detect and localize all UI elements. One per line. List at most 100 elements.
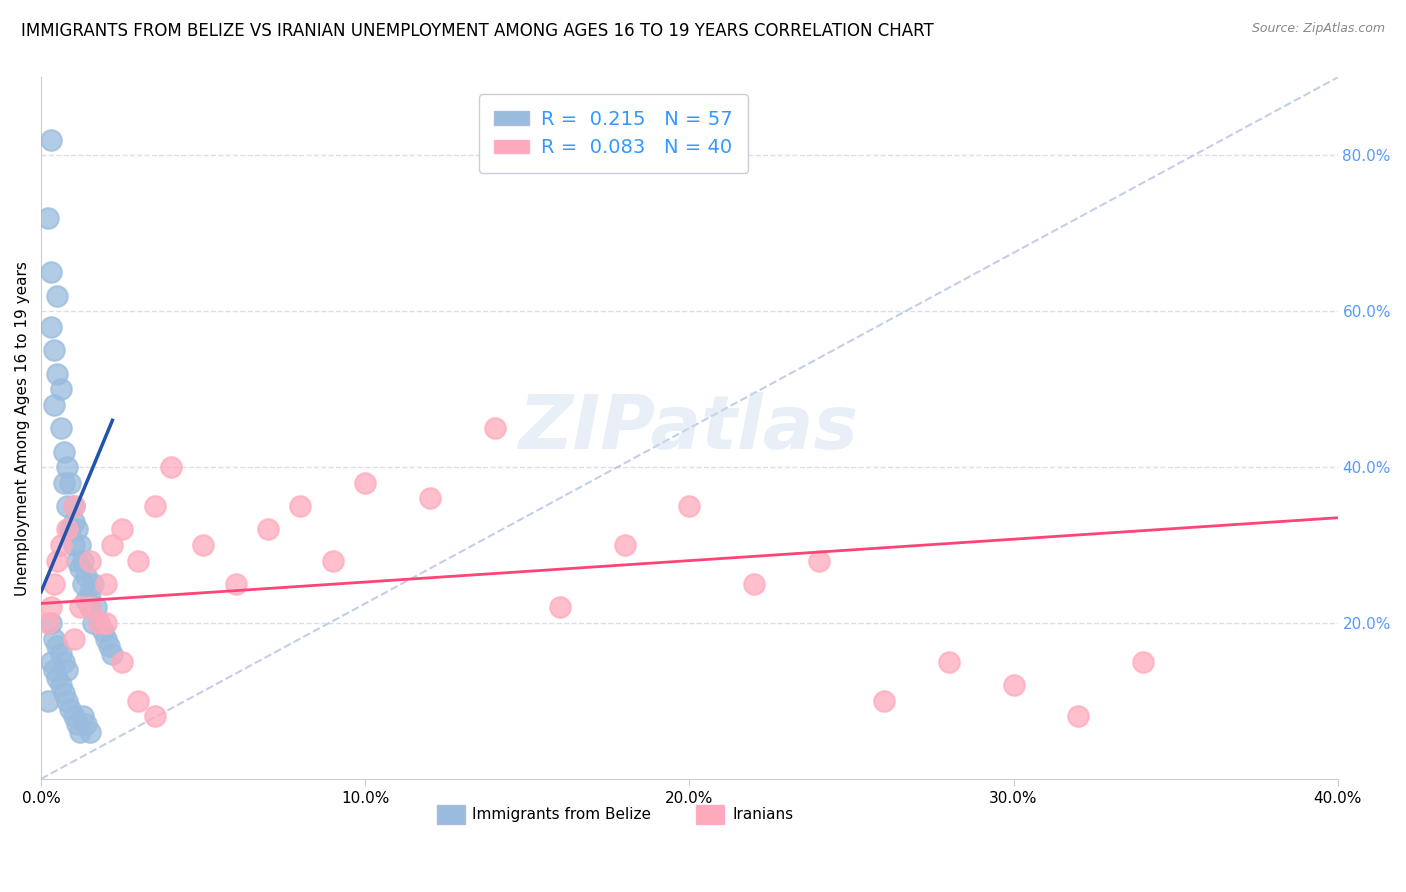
Point xyxy=(39,655,62,669)
Point xyxy=(94,615,117,630)
Point xyxy=(613,538,636,552)
Point xyxy=(79,600,101,615)
Point xyxy=(42,663,65,677)
Point xyxy=(94,577,117,591)
Point xyxy=(49,678,72,692)
Point xyxy=(419,491,441,506)
Text: ZIPatlas: ZIPatlas xyxy=(519,392,859,465)
Point xyxy=(89,615,111,630)
Point xyxy=(56,499,79,513)
Point xyxy=(39,133,62,147)
Point xyxy=(56,460,79,475)
FancyBboxPatch shape xyxy=(696,805,724,824)
Point xyxy=(49,421,72,435)
Point xyxy=(101,538,124,552)
Point xyxy=(46,367,69,381)
Point xyxy=(62,538,84,552)
Text: Iranians: Iranians xyxy=(733,807,793,822)
Point xyxy=(79,554,101,568)
Point xyxy=(49,647,72,661)
Point xyxy=(111,523,134,537)
Point xyxy=(193,538,215,552)
Point xyxy=(69,538,91,552)
Point xyxy=(59,523,82,537)
Point xyxy=(42,632,65,646)
Point xyxy=(46,640,69,654)
Point xyxy=(257,523,280,537)
Point xyxy=(94,632,117,646)
Point xyxy=(46,288,69,302)
Point xyxy=(354,475,377,490)
Text: Source: ZipAtlas.com: Source: ZipAtlas.com xyxy=(1251,22,1385,36)
Point xyxy=(39,319,62,334)
Point xyxy=(69,600,91,615)
Point xyxy=(62,709,84,723)
Point xyxy=(127,694,149,708)
Point xyxy=(62,515,84,529)
Point xyxy=(59,702,82,716)
Point xyxy=(98,640,121,654)
Point xyxy=(1002,678,1025,692)
Point xyxy=(79,725,101,739)
Point xyxy=(37,615,59,630)
Point xyxy=(82,577,104,591)
Point xyxy=(742,577,765,591)
Point xyxy=(127,554,149,568)
Point xyxy=(42,577,65,591)
Point xyxy=(76,592,98,607)
Point xyxy=(1132,655,1154,669)
Point xyxy=(52,444,75,458)
Point xyxy=(678,499,700,513)
Point xyxy=(62,632,84,646)
Point xyxy=(62,499,84,513)
Point xyxy=(42,398,65,412)
Point xyxy=(79,600,101,615)
Point xyxy=(873,694,896,708)
Point xyxy=(52,686,75,700)
Point xyxy=(66,717,89,731)
Point xyxy=(46,554,69,568)
Point xyxy=(91,624,114,638)
Point xyxy=(56,694,79,708)
Point xyxy=(938,655,960,669)
Point xyxy=(111,655,134,669)
Point xyxy=(62,499,84,513)
Point xyxy=(322,554,344,568)
Point xyxy=(82,615,104,630)
Legend: R =  0.215   N = 57, R =  0.083   N = 40: R = 0.215 N = 57, R = 0.083 N = 40 xyxy=(478,95,748,173)
Point xyxy=(84,600,107,615)
Point xyxy=(72,577,94,591)
Point xyxy=(52,655,75,669)
Point xyxy=(76,717,98,731)
Point xyxy=(42,343,65,358)
Text: Immigrants from Belize: Immigrants from Belize xyxy=(471,807,651,822)
Point xyxy=(159,460,181,475)
Y-axis label: Unemployment Among Ages 16 to 19 years: Unemployment Among Ages 16 to 19 years xyxy=(15,260,30,596)
Point xyxy=(1067,709,1090,723)
FancyBboxPatch shape xyxy=(436,805,465,824)
Point xyxy=(79,584,101,599)
Point xyxy=(56,523,79,537)
Point xyxy=(66,554,89,568)
Point xyxy=(59,475,82,490)
Point xyxy=(37,211,59,225)
Point xyxy=(72,554,94,568)
Point xyxy=(49,382,72,396)
Point xyxy=(72,709,94,723)
Point xyxy=(52,475,75,490)
Point xyxy=(56,663,79,677)
Point xyxy=(89,615,111,630)
Point xyxy=(46,671,69,685)
Point xyxy=(66,523,89,537)
Point xyxy=(808,554,831,568)
Point xyxy=(290,499,312,513)
Point xyxy=(39,600,62,615)
Point xyxy=(101,647,124,661)
Point xyxy=(548,600,571,615)
Point xyxy=(39,265,62,279)
Point xyxy=(143,499,166,513)
Point xyxy=(484,421,506,435)
Text: IMMIGRANTS FROM BELIZE VS IRANIAN UNEMPLOYMENT AMONG AGES 16 TO 19 YEARS CORRELA: IMMIGRANTS FROM BELIZE VS IRANIAN UNEMPL… xyxy=(21,22,934,40)
Point xyxy=(143,709,166,723)
Point xyxy=(37,694,59,708)
